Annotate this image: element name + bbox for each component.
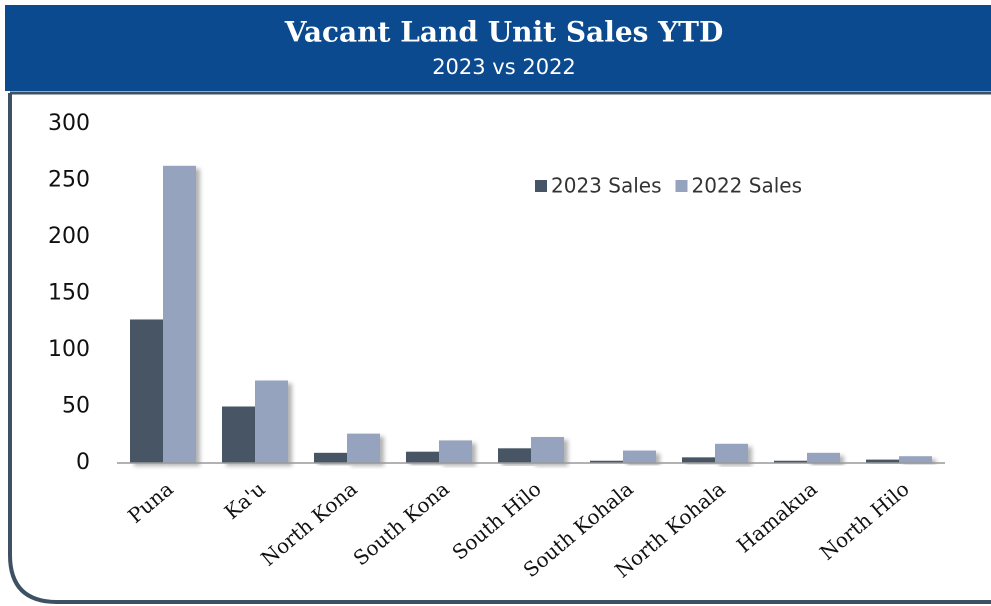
x-tick-label: Ka'u	[220, 477, 270, 525]
legend-label: 2022 Sales	[692, 174, 803, 198]
frame	[8, 93, 991, 604]
y-tick-label: 50	[62, 394, 90, 419]
x-tick-label: South Hilo	[447, 477, 545, 565]
bar	[682, 457, 715, 463]
y-tick-label: 300	[48, 111, 90, 136]
y-tick-label: 200	[48, 224, 90, 249]
x-tick-label: Puna	[123, 477, 178, 528]
chart-title: Vacant Land Unit Sales YTD	[284, 16, 724, 49]
bar	[899, 456, 932, 463]
y-tick-label: 150	[48, 281, 90, 306]
x-tick-label: South Kona	[349, 477, 454, 571]
y-tick-label: 250	[48, 168, 90, 193]
bar	[130, 319, 163, 463]
bar	[314, 452, 347, 463]
legend-swatch	[535, 180, 547, 192]
legend-label: 2023 Sales	[551, 174, 662, 198]
bar	[498, 448, 531, 463]
y-tick-label: 100	[48, 337, 90, 362]
bar	[866, 459, 899, 463]
x-tick-label: North Kona	[256, 477, 362, 571]
chart-subtitle: 2023 vs 2022	[432, 55, 576, 79]
bar	[774, 460, 807, 463]
bar	[347, 433, 380, 463]
bar	[255, 380, 288, 463]
x-tick-label: North Hilo	[815, 477, 914, 565]
x-tick-label: Hamakua	[732, 477, 822, 558]
bar	[623, 450, 656, 463]
bar	[163, 165, 196, 463]
bar	[590, 460, 623, 463]
bar	[531, 437, 564, 463]
header-band	[5, 5, 991, 91]
bar	[715, 443, 748, 463]
legend-swatch	[675, 180, 688, 192]
bar	[222, 406, 255, 463]
y-tick-label: 0	[76, 450, 90, 475]
bar	[439, 440, 472, 463]
bar	[406, 451, 439, 463]
bar	[807, 452, 840, 463]
